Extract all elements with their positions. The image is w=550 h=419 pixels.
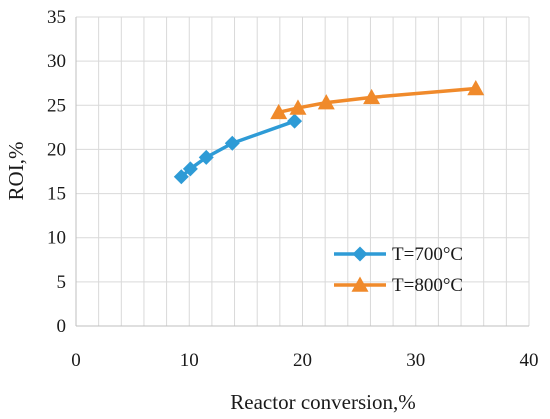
y-tick-label: 35 [47,7,66,28]
legend-marker [351,276,369,292]
y-tick-labels: 0 5 10 15 20 25 30 35 [47,7,66,337]
data-point [289,99,307,115]
data-point [467,80,485,96]
y-tick-label: 0 [57,316,67,337]
y-tick-label: 5 [57,272,67,293]
x-tick-label: 10 [180,350,199,371]
legend-label: T=700°C [392,244,463,265]
legend-marker [352,246,368,262]
legend-label: T=800°C [392,275,463,296]
y-tick-label: 10 [47,228,66,249]
data-point [224,135,240,151]
data-point [317,94,335,110]
y-axis-title: ROI,% [4,142,28,201]
series-2 [270,80,485,120]
data-point [287,113,303,129]
data-point [198,149,214,165]
y-tick-label: 20 [47,139,66,160]
data-point [173,169,189,185]
y-tick-label: 15 [47,184,66,205]
x-tick-label: 0 [71,350,81,371]
x-tick-labels: 0 10 20 30 40 [71,350,538,371]
data-point [270,103,288,120]
legend: T=700°C T=800°C [334,244,463,296]
x-tick-label: 40 [520,350,539,371]
x-tick-label: 20 [293,350,312,371]
axes [75,17,529,327]
x-axis-title: Reactor conversion,% [230,390,415,414]
data-point [182,161,198,177]
series-layer [173,80,485,185]
data-point [363,88,381,105]
x-tick-label: 30 [406,350,425,371]
series-1 [173,113,303,185]
y-tick-label: 30 [47,51,66,72]
y-tick-label: 25 [47,95,66,116]
